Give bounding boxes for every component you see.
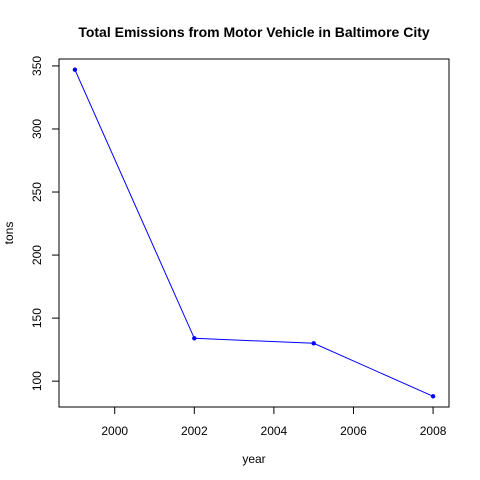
x-tick-label-2000: 2000 [101, 424, 128, 438]
y-tick-label-200: 200 [30, 245, 44, 265]
data-point-2008 [430, 394, 436, 399]
y-tick-label-100: 100 [30, 371, 44, 391]
plot-frame [58, 58, 450, 408]
x-tick-label-2002: 2002 [181, 424, 208, 438]
y-tick-label-300: 300 [30, 119, 44, 139]
series-line [74, 69, 434, 397]
y-axis: 100 150 200 250 300 350 [30, 56, 59, 391]
x-tick-label-2006: 2006 [340, 424, 367, 438]
data-point-2005 [311, 341, 316, 346]
x-tick-label-2008: 2008 [420, 424, 447, 438]
y-axis-label: tons [2, 222, 16, 245]
x-axis-label: year [242, 452, 265, 466]
series-emissions [72, 67, 436, 399]
x-tick-label-2004: 2004 [261, 424, 288, 438]
data-point-2002 [192, 336, 197, 341]
x-axis: 2000 2002 2004 2006 2008 [101, 407, 447, 438]
y-tick-label-350: 350 [30, 56, 44, 76]
chart-title: Total Emissions from Motor Vehicle in Ba… [78, 24, 430, 40]
y-tick-label-250: 250 [30, 182, 44, 202]
data-point-1999 [72, 67, 78, 72]
y-tick-label-150: 150 [30, 308, 44, 328]
